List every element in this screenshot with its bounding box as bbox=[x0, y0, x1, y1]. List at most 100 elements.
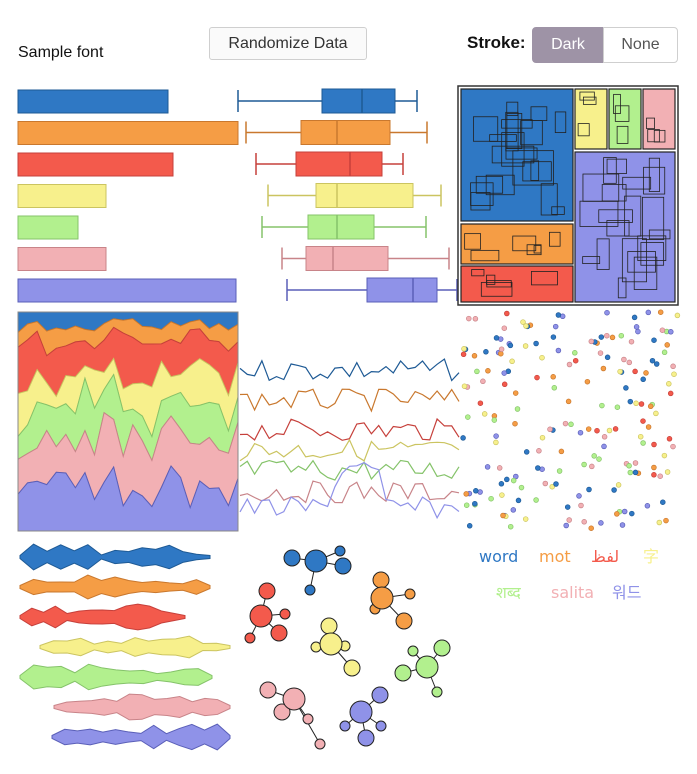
bar-3 bbox=[17, 184, 107, 208]
scatter-point bbox=[493, 433, 499, 439]
treemap-subcell bbox=[549, 231, 561, 247]
treemap-subcell bbox=[471, 269, 485, 277]
scatter-point bbox=[581, 461, 587, 468]
scatter-point bbox=[631, 314, 638, 321]
scatter-point bbox=[498, 346, 505, 352]
scatter-point bbox=[472, 316, 479, 322]
network-hub-1 bbox=[370, 586, 394, 610]
scatter-point bbox=[493, 439, 499, 446]
scatter-point bbox=[551, 385, 558, 391]
scatter-point bbox=[628, 338, 635, 345]
scatter-point bbox=[660, 499, 666, 505]
network-node-3 bbox=[320, 617, 338, 635]
scatter-point bbox=[493, 335, 500, 341]
line-series-0 bbox=[239, 358, 460, 382]
scatter-point bbox=[588, 338, 595, 345]
boxplot-box-3 bbox=[315, 183, 414, 208]
scatter-point bbox=[653, 361, 660, 367]
sample-word-6: 워드 bbox=[612, 583, 641, 602]
scatter-point bbox=[598, 520, 604, 526]
scatter-point bbox=[563, 522, 569, 529]
scatter-point bbox=[558, 448, 565, 455]
network-node-1 bbox=[372, 571, 390, 589]
scatter-point bbox=[510, 507, 517, 513]
network-node-6 bbox=[375, 720, 387, 732]
scatter-point bbox=[480, 378, 486, 385]
scatter-point bbox=[555, 312, 562, 318]
scatter-point bbox=[522, 343, 529, 349]
treemap-subcell bbox=[551, 206, 565, 215]
scatter-point bbox=[581, 519, 587, 525]
scatter-point bbox=[539, 354, 545, 361]
scatter-point bbox=[572, 357, 579, 364]
scatter-point bbox=[498, 481, 505, 487]
scatter-point bbox=[474, 368, 480, 375]
scatter-point bbox=[599, 402, 605, 409]
violin-4 bbox=[19, 663, 213, 691]
network-node-0 bbox=[334, 545, 346, 557]
scatter-point bbox=[664, 469, 671, 475]
scatter-point bbox=[515, 497, 522, 504]
scatter-point bbox=[649, 357, 656, 364]
treemap-subcell bbox=[617, 277, 627, 299]
network-node-1 bbox=[404, 588, 416, 600]
treemap-subcell bbox=[577, 123, 590, 137]
scatter-point bbox=[651, 464, 657, 471]
network-hub-3 bbox=[319, 632, 343, 656]
bar-2 bbox=[17, 152, 174, 177]
network-node-6 bbox=[371, 686, 389, 704]
scatter-point bbox=[633, 400, 639, 407]
scatter-point bbox=[533, 340, 539, 347]
scatter-point bbox=[547, 426, 553, 433]
scatter-point bbox=[627, 469, 634, 476]
scatter-point bbox=[632, 368, 638, 375]
scatter-point bbox=[614, 404, 621, 410]
scatter-point bbox=[518, 484, 525, 491]
network-node-2 bbox=[258, 582, 276, 600]
boxplot-box-6 bbox=[366, 277, 438, 303]
scatter-point bbox=[606, 427, 613, 434]
scatter-point bbox=[640, 418, 646, 424]
scatter-point bbox=[576, 493, 582, 499]
scatter-point bbox=[644, 503, 651, 509]
scatter-point bbox=[670, 363, 676, 370]
scatter-point bbox=[523, 323, 529, 329]
scatter-point bbox=[496, 465, 503, 471]
scatter-point bbox=[633, 324, 640, 330]
scatter-point bbox=[507, 523, 514, 530]
scatter-point bbox=[472, 500, 478, 507]
stroke-option-none[interactable]: None bbox=[603, 27, 678, 63]
scatter-point bbox=[640, 440, 646, 446]
treemap-subcell bbox=[648, 229, 671, 240]
scatter-point bbox=[461, 383, 468, 389]
scatter-point bbox=[588, 525, 594, 531]
network-node-6 bbox=[357, 729, 375, 747]
boxplot-box-1 bbox=[300, 120, 391, 145]
stroke-option-dark[interactable]: Dark bbox=[532, 27, 604, 63]
scatter-point bbox=[637, 433, 644, 440]
treemap-subcell bbox=[621, 238, 647, 283]
violin-0 bbox=[19, 543, 211, 571]
randomize-data-button[interactable]: Randomize Data bbox=[209, 27, 367, 60]
scatter-point bbox=[591, 453, 597, 459]
treemap-subcell bbox=[531, 271, 558, 286]
scatter-point bbox=[604, 309, 610, 316]
network-hub-5 bbox=[282, 687, 306, 711]
scatter-point bbox=[663, 517, 669, 524]
scatter-point bbox=[509, 358, 515, 365]
treemap-subcell bbox=[512, 150, 554, 186]
treemap-subcell bbox=[530, 160, 540, 181]
scatter-point bbox=[501, 381, 508, 388]
treemap-subcell bbox=[582, 256, 601, 265]
scatter-point bbox=[465, 414, 471, 420]
line-series-1 bbox=[239, 388, 460, 413]
scatter-point bbox=[626, 359, 633, 366]
scatter-point bbox=[600, 365, 607, 372]
treemap-subcell bbox=[512, 235, 537, 252]
treemap-subcell bbox=[596, 238, 610, 270]
treemap-subcell bbox=[470, 192, 491, 211]
scatter-point bbox=[565, 398, 572, 405]
treemap-cell-2 bbox=[460, 265, 574, 303]
scatter-point bbox=[564, 504, 571, 510]
scatter-point bbox=[604, 332, 610, 339]
